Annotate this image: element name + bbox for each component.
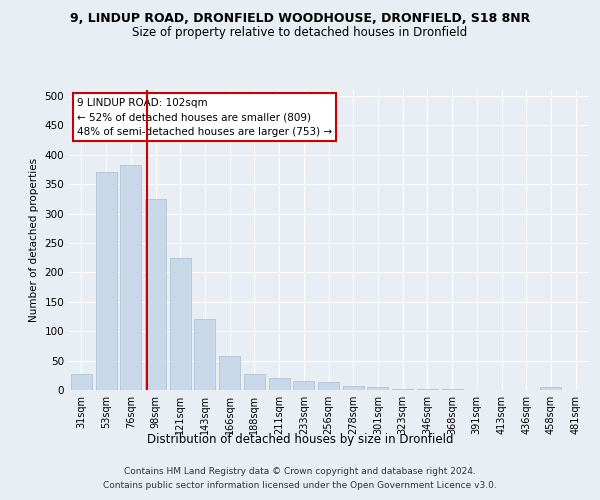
Bar <box>194 319 215 390</box>
Bar <box>71 374 92 390</box>
Bar <box>318 382 339 390</box>
Bar <box>541 387 562 390</box>
Text: 9, LINDUP ROAD, DRONFIELD WOODHOUSE, DRONFIELD, S18 8NR: 9, LINDUP ROAD, DRONFIELD WOODHOUSE, DRO… <box>70 12 530 26</box>
Y-axis label: Number of detached properties: Number of detached properties <box>29 158 39 322</box>
Bar <box>219 356 240 390</box>
Bar <box>293 381 314 390</box>
Bar <box>244 374 265 390</box>
Text: Contains HM Land Registry data © Crown copyright and database right 2024.: Contains HM Land Registry data © Crown c… <box>124 468 476 476</box>
Text: Distribution of detached houses by size in Dronfield: Distribution of detached houses by size … <box>147 432 453 446</box>
Bar <box>95 172 116 390</box>
Bar <box>120 164 141 390</box>
Bar <box>269 378 290 390</box>
Bar <box>367 387 388 390</box>
Text: Contains public sector information licensed under the Open Government Licence v3: Contains public sector information licen… <box>103 481 497 490</box>
Bar <box>343 386 364 390</box>
Bar <box>145 199 166 390</box>
Text: 9 LINDUP ROAD: 102sqm
← 52% of detached houses are smaller (809)
48% of semi-det: 9 LINDUP ROAD: 102sqm ← 52% of detached … <box>77 98 332 137</box>
Text: Size of property relative to detached houses in Dronfield: Size of property relative to detached ho… <box>133 26 467 39</box>
Bar <box>170 258 191 390</box>
